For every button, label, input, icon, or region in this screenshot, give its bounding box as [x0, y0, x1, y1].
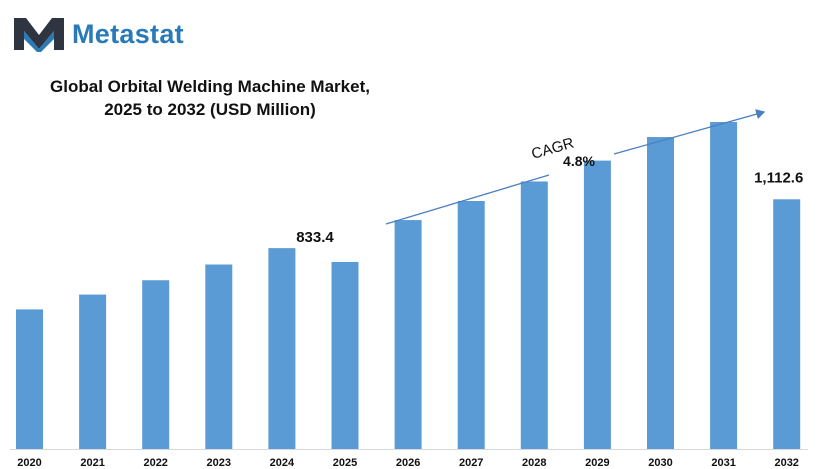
- bar-2026: [394, 220, 422, 449]
- x-tick-label-2025: 2025: [333, 457, 357, 469]
- x-tick-label-2023: 2023: [207, 457, 231, 469]
- x-tick-label-2022: 2022: [143, 457, 167, 469]
- cagr-arrow-right-segment: [613, 109, 766, 155]
- brand-logo: Metastat: [12, 14, 184, 54]
- x-tick-label-2027: 2027: [459, 457, 483, 469]
- data-label-2025: 833.4: [296, 229, 334, 246]
- bar-2030: [647, 137, 674, 450]
- x-tick-label-2028: 2028: [522, 457, 546, 469]
- bar-2024: [268, 248, 296, 449]
- bar-2021: [79, 294, 107, 449]
- x-tick-label-2030: 2030: [648, 457, 672, 469]
- bar-2027: [457, 201, 485, 449]
- x-tick-label-2024: 2024: [270, 457, 295, 469]
- bar-2020: [16, 309, 43, 449]
- bar-2029: [583, 160, 611, 450]
- data-label-2032: 1,112.6: [754, 169, 803, 186]
- brand-name: Metastat: [72, 18, 184, 49]
- chart-title-line2: 2025 to 2032 (USD Million): [104, 100, 316, 119]
- bar-2032: [773, 199, 801, 449]
- metastat-m-logo-icon: [14, 18, 64, 52]
- x-tick-label-2026: 2026: [396, 457, 420, 469]
- chart-title: Global Orbital Welding Machine Market, 2…: [0, 75, 420, 121]
- x-tick-label-2032: 2032: [774, 457, 798, 469]
- bar-2028: [520, 181, 548, 449]
- chart-title-line1: Global Orbital Welding Machine Market,: [50, 77, 370, 96]
- x-tick-label-2029: 2029: [585, 457, 609, 469]
- bar-2023: [205, 264, 233, 449]
- cagr-arrow-left-segment: [385, 174, 550, 225]
- x-tick-label-2031: 2031: [711, 457, 735, 469]
- bar-2031: [710, 122, 738, 449]
- cagr-value: 4.8%: [563, 153, 595, 169]
- bar-2025: [331, 261, 359, 449]
- x-tick-label-2021: 2021: [80, 457, 104, 469]
- bar-2022: [142, 280, 170, 449]
- x-tick-label-2020: 2020: [17, 457, 41, 469]
